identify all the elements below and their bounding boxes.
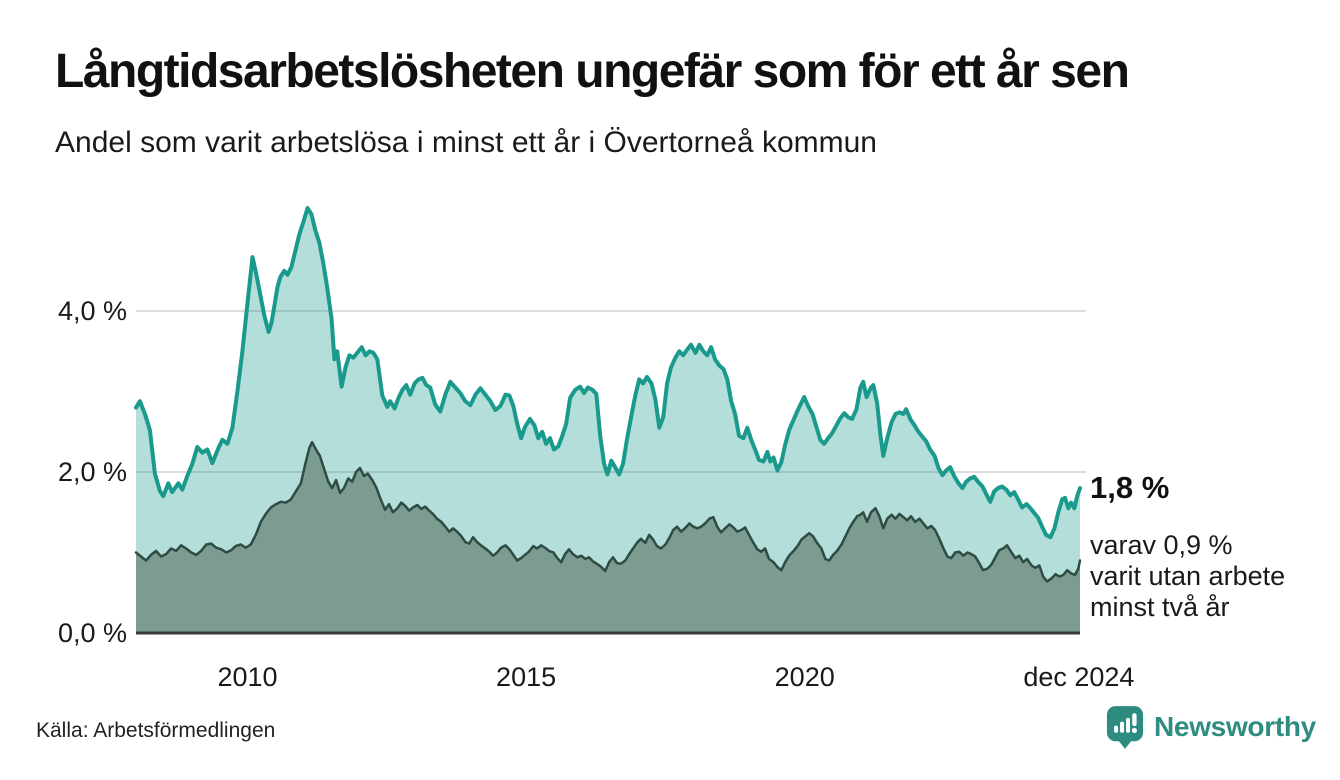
page-title: Långtidsarbetslösheten ungefär som för e… (55, 45, 1130, 98)
annotation-line-1: varav 0,9 % (1090, 530, 1233, 560)
y-tick-label: 0,0 % (58, 618, 127, 648)
y-tick-label: 2,0 % (58, 457, 127, 487)
line-minst-tva-ar (134, 440, 1082, 583)
y-tick-label: 4,0 % (58, 296, 127, 326)
x-tick-label: 2020 (775, 662, 835, 692)
x-tick-label: dec 2024 (1023, 662, 1134, 692)
annotation-line-3: minst två år (1090, 592, 1230, 622)
x-tick-label: 2010 (217, 662, 277, 692)
x-tick-label: 2015 (496, 662, 556, 692)
area-minst-tva-ar (136, 442, 1080, 633)
annotation-line-2: varit utan arbete (1090, 561, 1286, 591)
newsworthy-logo[interactable]: Newsworthy (1106, 703, 1316, 751)
newsworthy-logo-text: Newsworthy (1154, 711, 1316, 742)
last-value-label: 1,8 % (1090, 470, 1170, 505)
annotation-note: varav 0,9 % varit utan arbete minst två … (1090, 530, 1340, 623)
line-minst-ett-ar (134, 206, 1082, 540)
source-note: Källa: Arbetsförmedlingen (36, 719, 276, 742)
page-subtitle: Andel som varit arbetslösa i minst ett å… (55, 126, 877, 159)
newsworthy-badge-icon (1106, 706, 1144, 749)
